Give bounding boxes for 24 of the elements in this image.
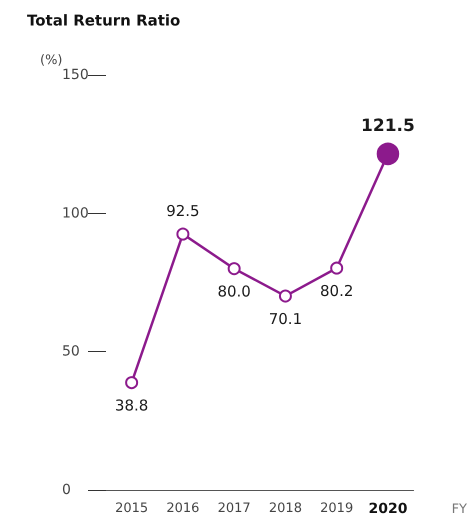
data-label: 80.0 (217, 282, 251, 301)
data-label: 38.8 (114, 396, 148, 415)
point (278, 290, 292, 303)
x-tick-label: 2019 (320, 501, 354, 516)
y-tick-label: 100 (62, 205, 89, 222)
y-tick-label: 150 (62, 67, 89, 83)
data-label: 92.5 (166, 202, 200, 220)
x-tick-label: 2018 (268, 501, 302, 516)
point (228, 262, 241, 276)
x-axis-title: FY (452, 502, 468, 517)
point (330, 262, 344, 275)
point (125, 376, 138, 390)
x-tick-label: 2015 (115, 501, 148, 516)
x-tick-label: 2016 (166, 501, 200, 516)
x-tick-label: 2017 (218, 501, 251, 516)
chart-title: Total Return Ratio (27, 12, 180, 30)
point (176, 228, 190, 241)
data-label: 121.5 (361, 116, 415, 136)
y-tick-label: 0 (62, 482, 71, 498)
y-tick-label: 50 (62, 344, 80, 360)
data-label: 70.1 (268, 310, 302, 328)
x-tick-label: 2020 (368, 501, 408, 517)
y-axis-title: (%) (40, 53, 62, 68)
data-label: 80.2 (320, 282, 354, 300)
